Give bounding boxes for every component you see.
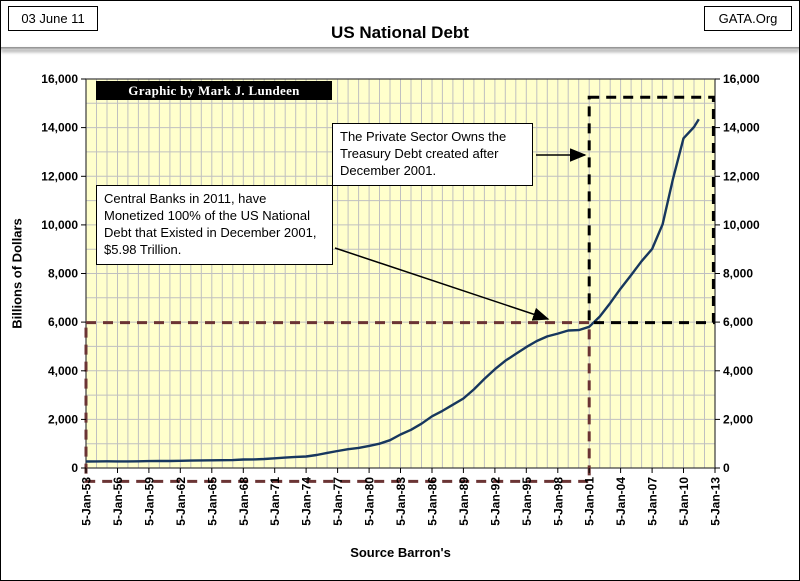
svg-text:10,000: 10,000 [41, 218, 78, 232]
svg-text:8,000: 8,000 [48, 267, 78, 281]
svg-text:5-Jan-80: 5-Jan-80 [363, 477, 377, 526]
svg-text:16,000: 16,000 [723, 72, 760, 86]
central-banks-annotation: Central Banks in 2011, have Monetized 10… [96, 185, 333, 265]
svg-text:5-Jan-04: 5-Jan-04 [614, 477, 628, 526]
svg-text:0: 0 [723, 461, 730, 475]
tick-labels: 0 0 2,000 2,000 4,000 4,000 6,000 6,000 8,000 8,0… [41, 72, 760, 526]
svg-text:5-Jan-98: 5-Jan-98 [551, 477, 565, 526]
svg-text:5-Jan-86: 5-Jan-86 [426, 477, 440, 526]
svg-text:5-Jan-71: 5-Jan-71 [268, 477, 282, 526]
x-axis-label: Source Barron's [350, 545, 451, 560]
svg-text:16,000: 16,000 [41, 72, 78, 86]
axis-ticks [81, 78, 720, 473]
svg-text:4,000: 4,000 [48, 364, 78, 378]
gata-org-badge: GATA.Org [704, 6, 792, 31]
svg-text:8,000: 8,000 [723, 267, 753, 281]
svg-text:5-Jan-77: 5-Jan-77 [331, 477, 345, 526]
gridlines [85, 78, 716, 469]
svg-text:14,000: 14,000 [41, 121, 78, 135]
chart-area: 0 0 2,000 2,000 4,000 4,000 6,000 6,000 8,000 8,0… [1, 51, 799, 580]
private-sector-region [587, 95, 715, 325]
date-badge: 03 June 11 [8, 6, 98, 31]
svg-text:6,000: 6,000 [48, 315, 78, 329]
svg-text:5-Jan-56: 5-Jan-56 [111, 477, 125, 526]
svg-text:0: 0 [71, 461, 78, 475]
header-divider [1, 47, 799, 50]
svg-text:5-Jan-07: 5-Jan-07 [646, 477, 660, 526]
page-title: US National Debt [331, 23, 469, 42]
debt-line [85, 118, 700, 463]
svg-text:5-Jan-68: 5-Jan-68 [237, 477, 251, 526]
svg-text:10,000: 10,000 [723, 218, 760, 232]
central-banks-arrow [334, 247, 550, 321]
svg-text:12,000: 12,000 [41, 169, 78, 183]
svg-text:5-Jan-10: 5-Jan-10 [677, 477, 691, 526]
y-axis-label: Billions of Dollars [9, 218, 25, 329]
credit-banner: Graphic by Mark J. Lundeen [96, 81, 332, 100]
svg-text:5-Jan-59: 5-Jan-59 [142, 477, 156, 526]
annotation-arrows [334, 148, 587, 321]
svg-text:5-Jan-01: 5-Jan-01 [583, 477, 597, 526]
svg-text:5-Jan-95: 5-Jan-95 [520, 477, 534, 526]
svg-text:4,000: 4,000 [723, 364, 753, 378]
monetized-debt-region [84, 321, 591, 483]
svg-text:5-Jan-13: 5-Jan-13 [709, 477, 723, 526]
svg-text:5-Jan-83: 5-Jan-83 [394, 477, 408, 526]
svg-text:2,000: 2,000 [723, 412, 753, 426]
svg-text:12,000: 12,000 [723, 169, 760, 183]
svg-text:2,000: 2,000 [48, 412, 78, 426]
svg-text:5-Jan-62: 5-Jan-62 [174, 477, 188, 526]
svg-text:5-Jan-74: 5-Jan-74 [300, 477, 314, 526]
svg-text:5-Jan-65: 5-Jan-65 [205, 477, 219, 526]
svg-text:6,000: 6,000 [723, 315, 753, 329]
svg-text:14,000: 14,000 [723, 121, 760, 135]
svg-text:5-Jan-92: 5-Jan-92 [488, 477, 502, 526]
private-sector-annotation: The Private Sector Owns the Treasury Deb… [332, 123, 533, 186]
svg-text:5-Jan-89: 5-Jan-89 [457, 477, 471, 526]
svg-text:5-Jan-53: 5-Jan-53 [80, 477, 94, 526]
